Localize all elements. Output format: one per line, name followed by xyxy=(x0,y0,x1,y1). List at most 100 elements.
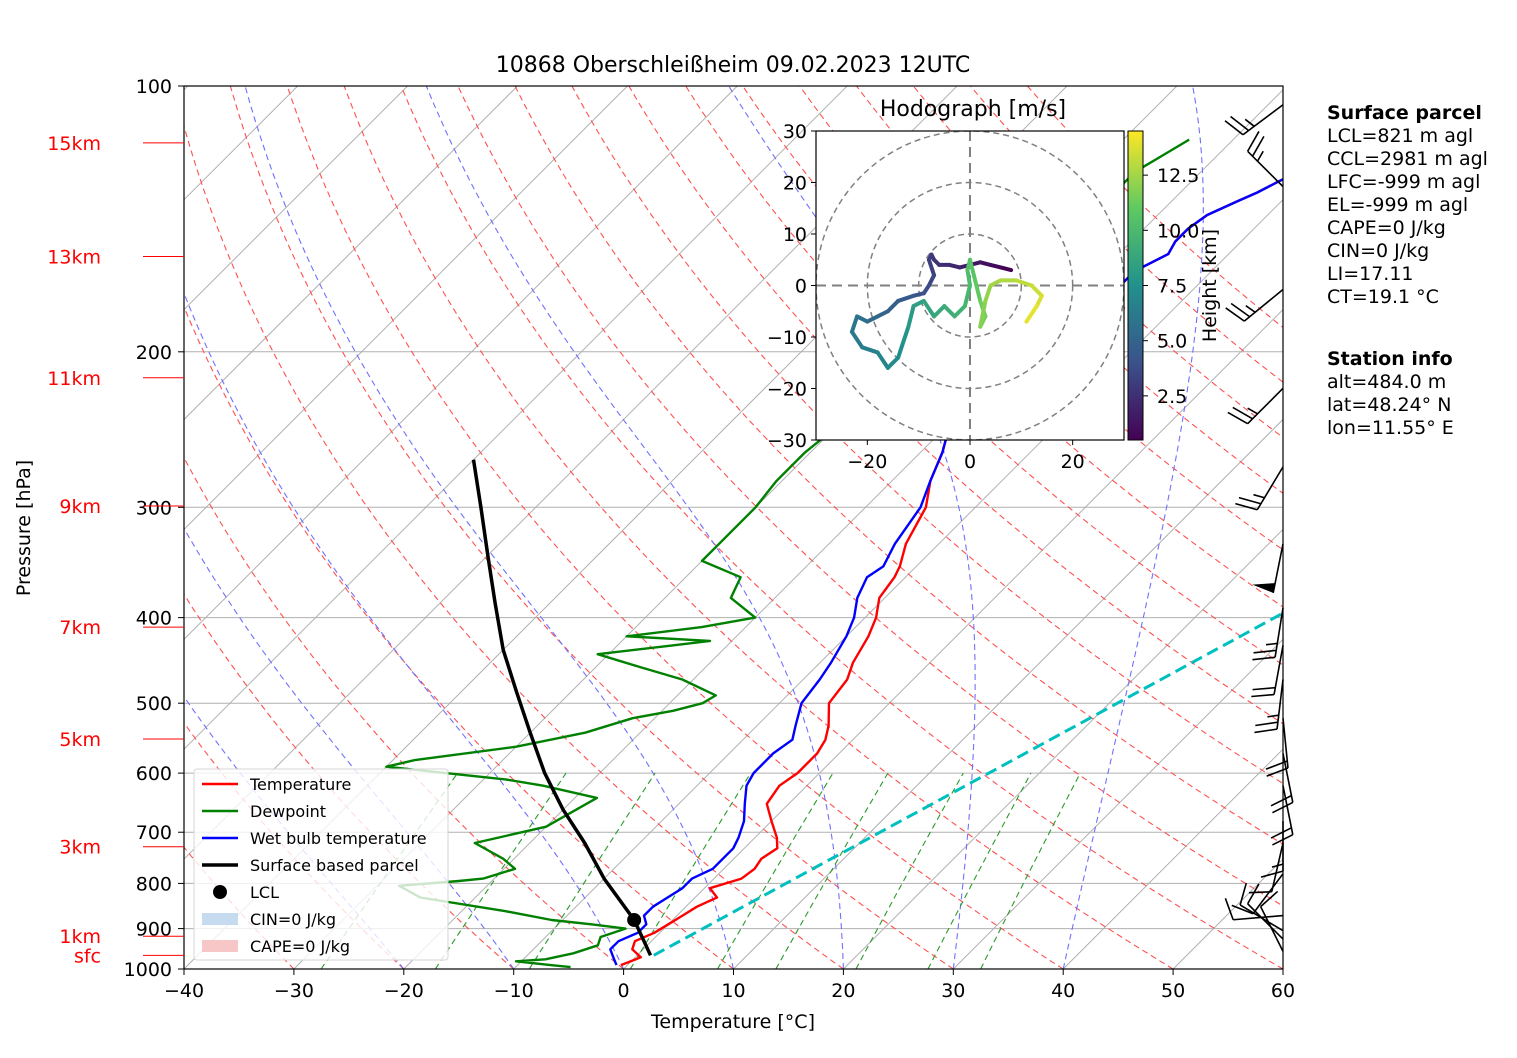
x-tick-label: 20 xyxy=(831,980,855,1002)
wind-barb-half xyxy=(1266,643,1277,644)
hodograph-title: Hodograph [m/s] xyxy=(880,97,1066,122)
legend-swatch xyxy=(213,885,227,899)
p-tick-label: 100 xyxy=(136,76,172,98)
wind-barb-full xyxy=(1266,761,1287,769)
mixing-ratio-line xyxy=(981,773,1081,969)
colorbar-tick-label: 2.5 xyxy=(1157,386,1187,408)
wind-barb-shaft xyxy=(1257,467,1283,510)
wind-barb xyxy=(1248,131,1283,186)
wind-barb-full xyxy=(1225,898,1233,919)
station-info-title: Station info xyxy=(1327,348,1454,371)
wind-barb-full xyxy=(1253,688,1276,690)
wind-barb-shaft xyxy=(1248,388,1283,423)
wind-barb-full xyxy=(1261,871,1283,877)
x-tick-label: −30 xyxy=(274,980,314,1002)
chart-title: 10868 Oberschleißheim 09.02.2023 12UTC xyxy=(496,53,971,78)
legend-swatch xyxy=(202,913,238,925)
wind-barb-full xyxy=(1252,657,1275,659)
height-tick-label: sfc xyxy=(74,945,101,967)
wind-barb-shaft xyxy=(1253,874,1283,914)
wind-barb-full xyxy=(1239,498,1261,504)
hodograph-y-tick-label: −30 xyxy=(767,430,807,452)
mixing-ratio-line xyxy=(718,773,834,969)
station-info: Station info alt=484.0 m lat=48.24° N lo… xyxy=(1327,348,1454,440)
x-tick-label: −20 xyxy=(384,980,424,1002)
hodograph-y-tick-label: −20 xyxy=(767,379,807,401)
p-tick-label: 900 xyxy=(136,919,172,941)
legend-label: Wet bulb temperature xyxy=(250,829,427,848)
wind-barb-full xyxy=(1267,768,1288,776)
wind-barb xyxy=(1226,289,1283,321)
wind-barb-full xyxy=(1255,722,1278,725)
height-tick-label: 9km xyxy=(59,496,101,518)
p-tick-label: 800 xyxy=(136,873,172,895)
surface-parcel-line: CT=19.1 °C xyxy=(1327,286,1488,309)
hodograph-segment xyxy=(967,270,970,285)
y-axis-label: Pressure [hPa] xyxy=(13,460,35,596)
x-tick-label: 0 xyxy=(618,980,630,1002)
wind-barb-full xyxy=(1240,883,1246,905)
surface-parcel-line: EL=-999 m agl xyxy=(1327,194,1488,217)
wind-barb xyxy=(1261,821,1283,877)
wind-barb-flag xyxy=(1252,583,1275,593)
hodograph-colorbar xyxy=(1128,131,1143,440)
mixing-ratio-line xyxy=(630,773,750,969)
surface-parcel-line: CIN=0 J/kg xyxy=(1327,240,1488,263)
mixing-ratio-line xyxy=(435,773,566,969)
height-tick-label: 11km xyxy=(47,368,101,390)
wind-barb-full xyxy=(1225,121,1243,135)
x-tick-label: 30 xyxy=(941,980,965,1002)
legend-label: LCL xyxy=(250,883,279,902)
hodograph-y-tick-label: 30 xyxy=(783,121,807,143)
x-tick-label: −10 xyxy=(494,980,534,1002)
hodograph-y-tick-label: 20 xyxy=(783,173,807,195)
wind-barb-half xyxy=(1267,715,1278,717)
surface-parcel-title: Surface parcel xyxy=(1327,102,1488,125)
wind-barb xyxy=(1225,898,1283,919)
x-tick-label: 50 xyxy=(1161,980,1185,1002)
height-tick-label: 13km xyxy=(47,247,101,269)
moist-adiabat xyxy=(426,86,843,969)
colorbar-tick-label: 10.0 xyxy=(1157,220,1199,242)
surface-parcel-line: CCL=2981 m agl xyxy=(1327,148,1488,171)
x-tick-label: 10 xyxy=(721,980,745,1002)
legend-label: Dewpoint xyxy=(250,802,326,821)
wind-barb-half xyxy=(1246,306,1255,313)
wind-barb xyxy=(1225,105,1283,135)
legend-label: Temperature xyxy=(249,775,351,794)
wind-barb xyxy=(1271,786,1293,845)
wind-barb-shaft xyxy=(1248,151,1283,186)
wind-barb xyxy=(1254,679,1283,732)
wind-barb xyxy=(1249,843,1283,893)
x-tick-label: −40 xyxy=(164,980,204,1002)
p-tick-label: 600 xyxy=(136,763,172,785)
height-tick-label: 7km xyxy=(59,617,101,639)
height-tick-label: 3km xyxy=(59,837,101,859)
wind-barb-shaft xyxy=(1244,289,1283,321)
hodograph-x-tick-label: 0 xyxy=(964,451,976,473)
height-tick-label: 15km xyxy=(47,133,101,155)
wind-barb-half xyxy=(1248,408,1258,414)
wind-barb xyxy=(1252,544,1283,593)
p-tick-label: 1000 xyxy=(124,959,172,981)
surface-parcel-line: CAPE=0 J/kg xyxy=(1327,217,1488,240)
colorbar-tick-label: 7.5 xyxy=(1157,276,1187,298)
p-tick-label: 700 xyxy=(136,822,172,844)
wind-barb-shaft xyxy=(1277,679,1283,729)
station-info-line: lon=11.55° E xyxy=(1327,417,1454,440)
x-tick-label: 60 xyxy=(1271,980,1295,1002)
colorbar-tick-label: 12.5 xyxy=(1157,165,1199,187)
hodograph-x-tick-label: −20 xyxy=(847,451,887,473)
hodograph-y-tick-label: 0 xyxy=(795,276,807,298)
surface-parcel-line: LCL=821 m agl xyxy=(1327,125,1488,148)
wind-barb-full xyxy=(1251,695,1274,697)
colorbar-tick-label: 5.0 xyxy=(1157,331,1187,353)
legend-label: CIN=0 J/kg xyxy=(250,910,336,929)
p-tick-label: 400 xyxy=(136,608,172,630)
wind-barb-full xyxy=(1235,504,1257,510)
hodograph-x-tick-label: 20 xyxy=(1061,451,1085,473)
station-info-line: alt=484.0 m xyxy=(1327,371,1454,394)
station-info-line: lat=48.24° N xyxy=(1327,394,1454,417)
wind-barb-full xyxy=(1249,892,1272,893)
